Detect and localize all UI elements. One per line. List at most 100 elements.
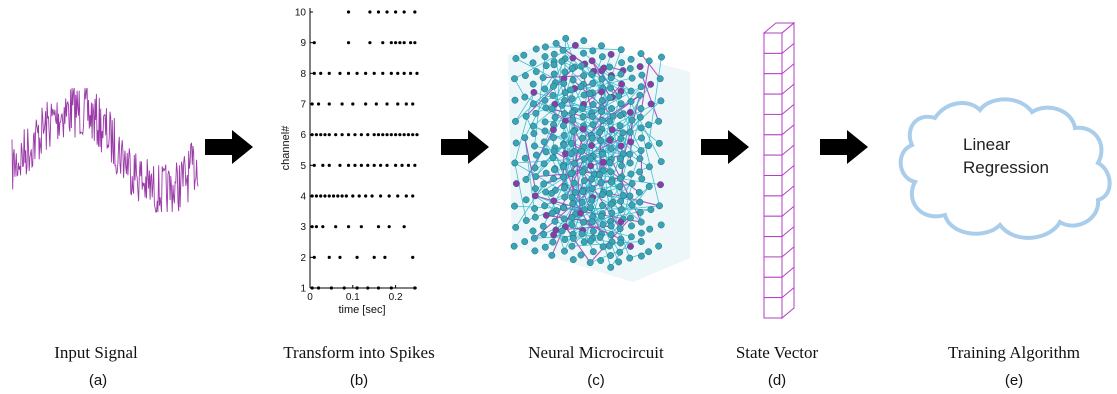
neuron-node — [560, 141, 568, 149]
spike-dot — [340, 133, 344, 137]
state-vector-column — [762, 21, 796, 320]
neuron-node — [530, 234, 538, 242]
spike-dot — [346, 133, 351, 137]
neuron-node — [588, 175, 596, 183]
neuron-node — [636, 168, 644, 176]
synapse-edge — [565, 38, 574, 59]
neuron-node — [647, 100, 655, 108]
spike-dot — [413, 286, 417, 290]
neuron-node — [578, 230, 586, 238]
neuron-node — [530, 100, 537, 108]
spike-dot — [379, 163, 383, 167]
neuron-node — [550, 166, 558, 174]
neuron-node — [522, 112, 530, 120]
neuron-node — [560, 215, 568, 223]
training-cloud: Linear Regression — [898, 97, 1112, 240]
neuron-node — [598, 108, 606, 116]
spike-dot — [411, 133, 415, 137]
neuron-node — [637, 105, 645, 113]
neuron-node — [558, 101, 566, 109]
neuron-node — [540, 138, 548, 146]
neuron-node — [656, 75, 664, 83]
neuron-node — [617, 197, 625, 205]
neuron-node — [598, 96, 606, 104]
neuron-node — [512, 180, 520, 188]
neuron-node — [531, 185, 539, 193]
spike-dot — [327, 255, 331, 259]
vector-cell-edge — [781, 63, 795, 75]
spike-dot — [357, 194, 361, 198]
synapse-edge — [535, 176, 564, 189]
neuron-node — [596, 233, 604, 241]
neuron-node — [560, 110, 568, 118]
neuron-node — [589, 47, 597, 55]
synapse-edge — [583, 162, 611, 243]
spike-dot — [336, 194, 340, 198]
neuron-node — [599, 201, 606, 209]
spike-dot — [404, 194, 408, 198]
neuron-node — [550, 50, 558, 58]
neuron-node — [549, 92, 557, 99]
neuron-node — [542, 188, 550, 196]
neuron-node — [568, 95, 576, 103]
spike-dot — [310, 194, 314, 198]
spike-dot — [411, 102, 415, 106]
state-vector-cell — [763, 195, 783, 217]
synapse-edge — [582, 171, 621, 230]
vector-cell-edge — [781, 246, 795, 258]
neuron-node — [511, 96, 519, 104]
synapse-edge — [599, 174, 631, 259]
neuron-node — [607, 84, 615, 92]
neuron-node — [637, 218, 645, 226]
neuron-node — [580, 49, 587, 57]
spike-dot — [327, 194, 331, 198]
neuron-node — [559, 122, 567, 130]
neuron-node — [607, 252, 614, 259]
synapse-edge — [514, 158, 585, 164]
neuron-node — [568, 193, 576, 201]
neuron-node — [617, 206, 625, 214]
spike-dot — [351, 102, 355, 106]
synapse-edge — [573, 130, 582, 214]
neuron-node — [599, 117, 607, 124]
spike-dot — [314, 225, 319, 229]
neuron-node — [657, 97, 665, 105]
neuron-node — [587, 204, 594, 212]
neuron-node — [521, 238, 529, 246]
neuron-node — [522, 196, 530, 204]
raster-y-tick-label: 5 — [300, 161, 306, 172]
neuron-node — [541, 127, 549, 135]
neuron-node — [589, 248, 597, 256]
neuron-node — [617, 100, 625, 108]
spike-dot — [376, 10, 381, 14]
neuron-node — [511, 202, 518, 210]
right-arrow-icon — [205, 130, 253, 164]
spike-dot — [402, 71, 406, 75]
right-arrow-icon — [441, 130, 489, 164]
neuron-node — [637, 252, 645, 260]
neuron-node — [587, 237, 595, 245]
caption-letter-a: (a) — [89, 372, 107, 389]
synapse-edge — [524, 137, 536, 218]
neuron-node — [531, 192, 539, 200]
neuron-node — [628, 180, 636, 188]
neuron-node — [561, 247, 568, 255]
neuron-node — [626, 254, 634, 262]
neuron-node — [607, 231, 615, 239]
neuron-node — [606, 94, 614, 102]
spike-dot — [366, 133, 370, 137]
neuron-node — [657, 221, 665, 229]
neuron-node — [628, 116, 636, 124]
synapse-edge — [640, 53, 661, 80]
neuron-node — [540, 160, 548, 168]
synapse-edge — [524, 137, 536, 189]
neuron-node — [655, 139, 663, 147]
neuron-node — [599, 150, 606, 158]
neuron-node — [552, 39, 560, 47]
synapse-edge — [563, 119, 633, 178]
neuron-node — [657, 158, 665, 166]
neuron-node — [589, 227, 597, 235]
raster-x-tick-label: 0.1 — [346, 292, 360, 303]
raster-y-tick-label: 4 — [300, 192, 306, 203]
neuron-node — [627, 98, 635, 105]
